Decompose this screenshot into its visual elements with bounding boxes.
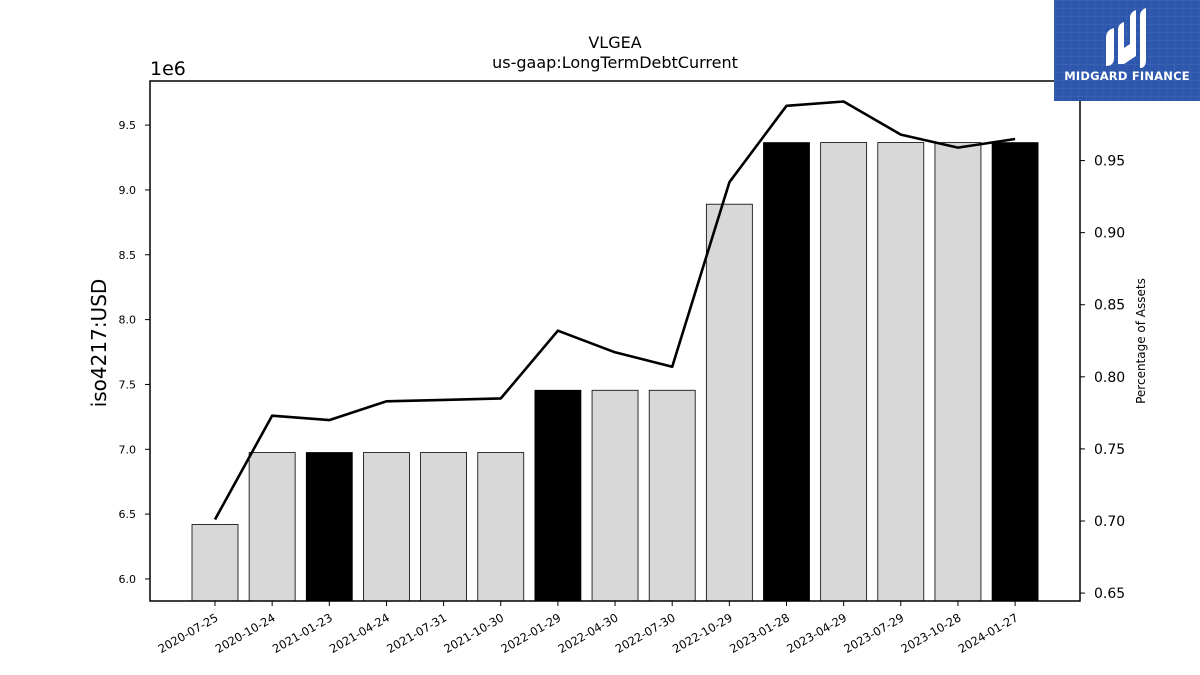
x-tick-label: 2023-07-29 xyxy=(841,610,906,656)
percent-line-group xyxy=(213,100,1016,521)
y-tick-label: 8.5 xyxy=(119,249,137,262)
bar xyxy=(420,452,468,602)
y2-tick-label: 0.85 xyxy=(1094,298,1125,314)
bar xyxy=(648,389,696,602)
y-tick-label: 9.5 xyxy=(119,119,137,132)
x-tick-label: 2020-10-24 xyxy=(213,610,278,656)
y-tick-label: 7.0 xyxy=(119,443,137,456)
chart-subtitle: us-gaap:LongTermDebtCurrent xyxy=(492,53,738,72)
y-axis-label: iso4217:USD xyxy=(87,279,111,408)
y2-tick-label: 0.80 xyxy=(1094,370,1125,386)
x-tick-label: 2024-01-27 xyxy=(956,610,1021,656)
x-tick-label: 2021-01-23 xyxy=(270,610,335,656)
y2-tick-label: 0.65 xyxy=(1094,586,1125,602)
bar xyxy=(477,452,525,602)
bar xyxy=(305,452,353,602)
y-tick-label: 6.0 xyxy=(119,573,137,586)
y2-tick-label: 0.95 xyxy=(1094,154,1125,170)
y2-tick-label: 0.70 xyxy=(1094,514,1125,530)
x-tick-label: 2021-04-24 xyxy=(327,610,392,656)
x-tick-label: 2021-07-31 xyxy=(384,610,449,656)
bar xyxy=(763,142,810,602)
logo-text: MIDGARD FINANCE xyxy=(1064,69,1190,83)
x-tick-label: 2023-10-28 xyxy=(899,610,964,656)
y-tick-label: 9.0 xyxy=(119,184,137,197)
x-tick-label: 2022-07-30 xyxy=(613,610,678,656)
x-tick-label: 2022-10-29 xyxy=(670,610,735,656)
bar xyxy=(934,142,982,602)
bar xyxy=(820,142,868,602)
y-tick-label: 6.5 xyxy=(119,508,137,521)
bar xyxy=(991,142,1039,602)
y-offset-label: 1e6 xyxy=(150,58,186,80)
bar xyxy=(363,452,410,602)
logo-mark-icon xyxy=(1106,8,1146,68)
bar xyxy=(591,389,639,602)
chart-title: VLGEA xyxy=(588,33,641,52)
y2-tick-label: 0.90 xyxy=(1094,226,1125,242)
x-tick-label: 2020-07-25 xyxy=(156,610,221,656)
x-tick-label: 2022-04-30 xyxy=(556,610,621,656)
x-tick-label: 2023-01-28 xyxy=(727,610,792,656)
midgard-finance-logo: MIDGARD FINANCE xyxy=(1054,0,1200,101)
bar xyxy=(877,142,925,602)
x-tick-label: 2021-10-30 xyxy=(441,610,506,656)
x-tick-label: 2022-01-29 xyxy=(499,610,564,656)
percent-line xyxy=(213,100,1016,521)
y-tick-label: 8.0 xyxy=(119,314,137,327)
bar xyxy=(534,389,582,602)
bar xyxy=(248,452,296,602)
bar xyxy=(191,524,239,602)
bars xyxy=(191,142,1039,602)
bar xyxy=(705,203,753,602)
y2-tick-label: 0.75 xyxy=(1094,442,1125,458)
y-tick-label: 7.5 xyxy=(119,378,137,391)
y2-axis-label: Percentage of Assets xyxy=(1134,278,1148,404)
x-tick-label: 2023-04-29 xyxy=(784,610,849,656)
